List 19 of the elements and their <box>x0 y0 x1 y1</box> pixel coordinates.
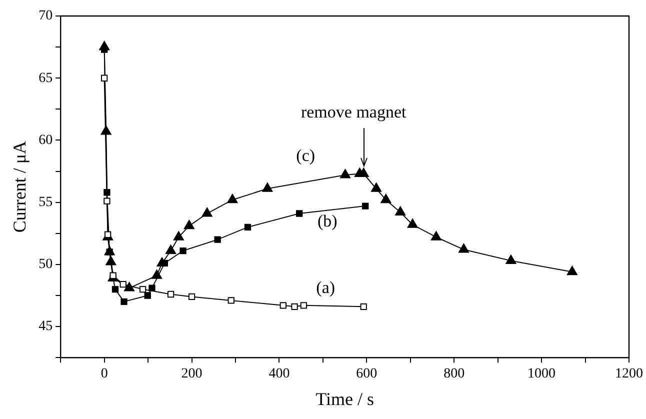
y-tick-label: 55 <box>38 195 53 210</box>
x-tick-label: 0 <box>100 366 108 382</box>
y-tick-label: 60 <box>38 132 53 148</box>
series-label: (c) <box>296 146 316 166</box>
x-tick-label: 1200 <box>615 366 643 382</box>
x-axis-title: Time / s <box>316 388 374 409</box>
x-tick-label: 200 <box>181 366 202 382</box>
x-tick-label: 600 <box>356 366 378 382</box>
y-tick-label: 50 <box>38 257 53 272</box>
y-tick-label: 65 <box>38 70 53 86</box>
series-label: (b) <box>317 212 338 231</box>
y-tick-label: 70 <box>38 8 53 24</box>
x-tick-label: 400 <box>268 366 290 382</box>
x-tick-label: 800 <box>444 366 465 382</box>
series-label: (a) <box>316 278 336 298</box>
x-tick-label: 1000 <box>528 366 556 382</box>
y-axis-title: Current / μA <box>10 140 30 233</box>
y-tick-label: 45 <box>38 319 53 334</box>
annotation: remove magnet <box>300 102 407 122</box>
